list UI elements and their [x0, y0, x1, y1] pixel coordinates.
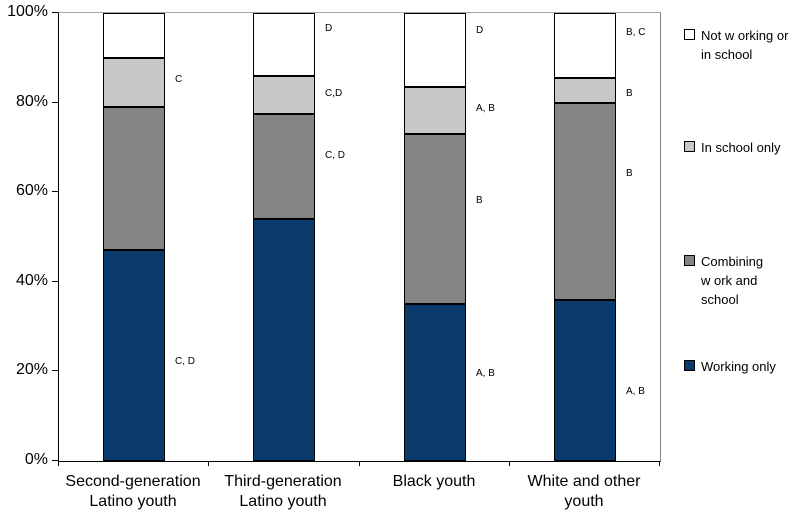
bar-segment — [554, 13, 616, 78]
bar-segment — [253, 114, 315, 219]
legend-label-line: in school — [701, 47, 753, 62]
significance-label: D — [325, 23, 333, 34]
legend-label-line: school — [701, 292, 739, 307]
significance-label: C, D — [325, 150, 345, 161]
x-category-label-line: Latino youth — [89, 493, 177, 510]
significance-label: A, B — [476, 103, 495, 114]
y-tick-label: 60% — [15, 182, 48, 199]
y-tick-mark — [52, 370, 58, 371]
bar-segment — [103, 107, 165, 250]
y-tick-mark — [52, 191, 58, 192]
legend-label: In school only — [701, 138, 781, 157]
y-tick-label: 40% — [15, 272, 48, 289]
legend-label-line: Combining — [701, 254, 764, 269]
y-tick-mark — [52, 12, 58, 13]
bar-segment — [404, 304, 466, 461]
x-category-label: Black youth — [359, 472, 509, 492]
y-tick-label: 0% — [24, 451, 48, 468]
legend-label-line: Working only — [701, 359, 776, 374]
x-tick-mark — [659, 461, 660, 466]
significance-label: B — [476, 195, 483, 206]
x-category-label-line: Third-generation — [224, 473, 342, 490]
bar-segment — [404, 134, 466, 304]
bar-segment — [554, 78, 616, 103]
legend-label-line: Not w orking or — [701, 28, 789, 43]
x-tick-mark — [208, 461, 209, 466]
legend-label: Not w orking or in school — [701, 26, 788, 64]
x-tick-mark — [58, 461, 59, 466]
legend-label: Combining w ork and school — [701, 252, 763, 309]
bar-segment — [554, 103, 616, 300]
x-category-label-line: youth — [564, 493, 604, 510]
x-tick-mark — [359, 461, 360, 466]
y-tick-label: 20% — [15, 361, 48, 378]
bar-segment — [404, 87, 466, 134]
significance-label: C, D — [175, 356, 195, 367]
y-tick-label: 100% — [7, 3, 48, 20]
significance-label: C — [175, 74, 183, 85]
y-tick-mark — [52, 460, 58, 461]
x-category-label-line: Black youth — [392, 473, 476, 490]
legend-swatch — [684, 255, 695, 266]
bar-segment — [103, 58, 165, 107]
significance-label: D — [476, 25, 484, 36]
y-tick-mark — [52, 102, 58, 103]
x-tick-mark — [509, 461, 510, 466]
x-category-label: Third-generation Latino youth — [208, 472, 358, 512]
x-category-label-line: Latino youth — [239, 493, 327, 510]
bar-segment — [253, 76, 315, 114]
bar-segment — [253, 219, 315, 461]
legend-swatch — [684, 29, 695, 40]
legend-label-line: In school only — [701, 140, 781, 155]
significance-label: B — [626, 168, 633, 179]
significance-label: C,D — [325, 88, 343, 99]
bar-segment — [103, 13, 165, 58]
bar-segment — [404, 13, 466, 87]
bar-segment — [253, 13, 315, 76]
legend-swatch — [684, 141, 695, 152]
legend-swatch — [684, 360, 695, 371]
x-category-label-line: White and other — [527, 473, 641, 490]
significance-label: B, C — [626, 27, 646, 38]
bar-segment — [554, 300, 616, 461]
bar-segment — [103, 250, 165, 461]
x-category-label: Second-generation Latino youth — [58, 472, 208, 512]
significance-label: A, B — [626, 386, 645, 397]
y-tick-label: 80% — [15, 93, 48, 110]
y-tick-mark — [52, 281, 58, 282]
x-category-label-line: Second-generation — [65, 473, 201, 490]
plot-area: C C, D D C,D C, D D A, B B A, B B, C B B A, B — [58, 12, 661, 462]
x-category-label: White and other youth — [509, 472, 659, 512]
significance-label: A, B — [476, 368, 495, 379]
legend-label-line: w ork and — [701, 273, 758, 288]
legend-label: Working only — [701, 357, 776, 376]
significance-label: B — [626, 88, 633, 99]
